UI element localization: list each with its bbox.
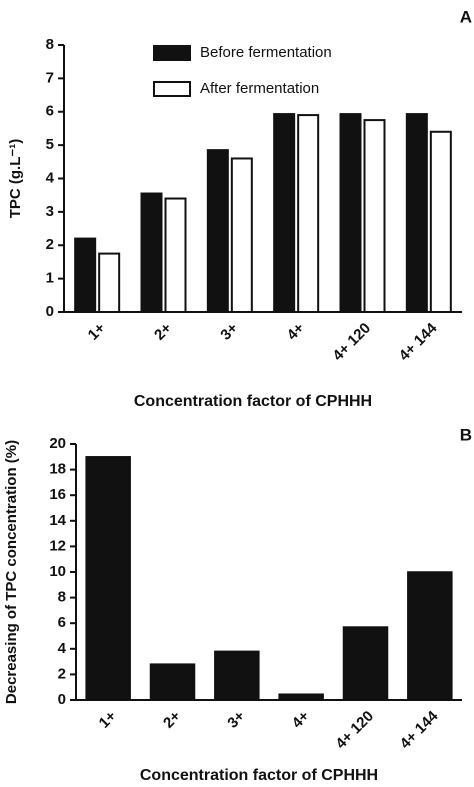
bar <box>214 650 260 701</box>
y-tick-label: 5 <box>46 136 54 153</box>
bar <box>278 693 324 701</box>
bar <box>297 114 320 314</box>
bar <box>407 571 453 701</box>
y-tick-label: 14 <box>49 512 66 529</box>
x-tick-label: 4+ <box>284 319 308 343</box>
x-tick-label: 4+ 144 <box>397 707 442 752</box>
bar <box>230 157 253 313</box>
y-tick-label: 3 <box>46 203 54 220</box>
bar <box>206 149 229 313</box>
bar <box>363 119 386 313</box>
x-tick-label: 1+ <box>85 319 109 343</box>
bar <box>140 192 163 313</box>
y-axis-title: TPC (g.L⁻¹) <box>7 139 24 219</box>
x-tick-label: 4+ 144 <box>396 319 441 364</box>
bar <box>405 113 428 314</box>
y-tick-label: 2 <box>58 665 66 682</box>
bar <box>74 237 97 313</box>
bar <box>429 130 452 313</box>
y-tick-label: 0 <box>58 691 66 708</box>
y-tick-label: 7 <box>46 69 54 86</box>
x-tick-label: 4+ <box>289 707 313 731</box>
x-tick-label: 3+ <box>224 707 248 731</box>
bar <box>339 113 362 314</box>
y-tick-label: 20 <box>49 435 66 452</box>
y-tick-label: 4 <box>46 169 55 186</box>
panel-letter: B <box>460 425 472 444</box>
x-axis-title: Concentration factor of CPHHH <box>140 767 378 784</box>
legend-label: Before fermentation <box>200 44 332 61</box>
y-tick-label: 10 <box>49 563 66 580</box>
bar <box>85 456 131 701</box>
x-tick-label: 3+ <box>217 319 241 343</box>
y-tick-label: 0 <box>46 303 54 320</box>
y-tick-label: 6 <box>46 103 54 120</box>
x-tick-label: 1+ <box>96 707 120 731</box>
legend-swatch <box>153 45 191 61</box>
bar <box>342 626 389 701</box>
x-tick-label: 4+ 120 <box>329 320 374 365</box>
panel-letter: A <box>460 7 472 26</box>
y-tick-label: 4 <box>58 640 67 657</box>
x-tick-label: 2+ <box>160 707 184 731</box>
y-tick-label: 8 <box>46 36 54 53</box>
y-tick-label: 1 <box>46 270 54 287</box>
y-axis-title: Decreasing of TPC concentration (%) <box>3 440 20 704</box>
y-tick-label: 8 <box>58 589 66 606</box>
bar <box>98 252 121 313</box>
legend-swatch <box>153 81 191 97</box>
y-tick-label: 12 <box>49 537 66 554</box>
y-tick-label: 6 <box>58 614 66 631</box>
legend-label: After fermentation <box>200 80 319 97</box>
bar <box>149 663 196 701</box>
x-axis-title: Concentration factor of CPHHH <box>134 393 372 410</box>
bar <box>273 113 296 314</box>
bar <box>164 197 187 313</box>
y-tick-label: 18 <box>49 461 66 478</box>
y-tick-label: 16 <box>49 486 66 503</box>
x-tick-label: 4+ 120 <box>332 708 377 753</box>
x-tick-label: 2+ <box>151 319 175 343</box>
y-tick-label: 2 <box>46 236 54 253</box>
